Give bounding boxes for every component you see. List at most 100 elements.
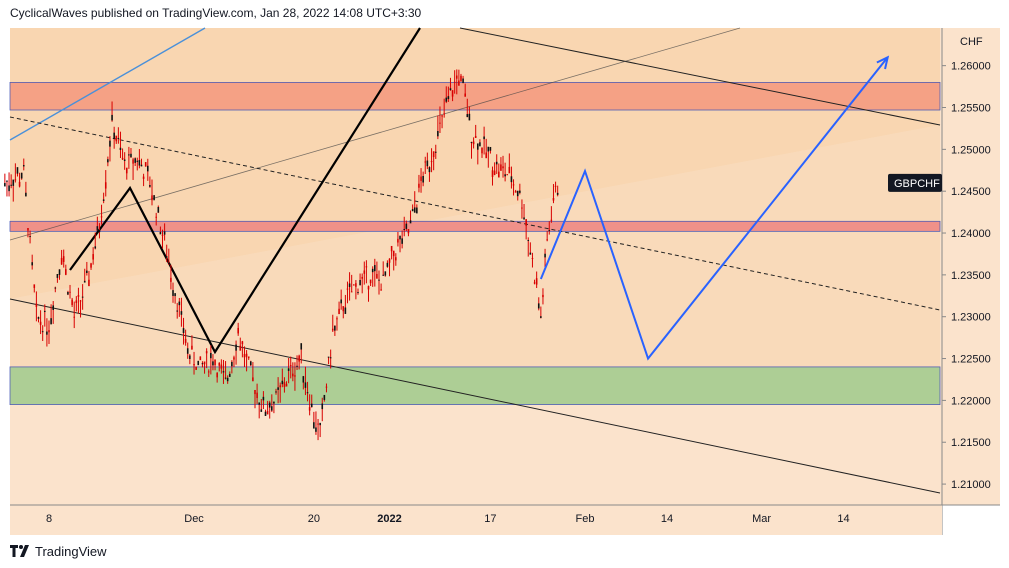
y-tick-label: 1.23000	[951, 312, 991, 324]
candle-body	[542, 294, 544, 298]
candle-body	[384, 271, 387, 276]
candle-body	[226, 377, 229, 382]
symbol-label-bg	[888, 173, 942, 192]
candle-body	[550, 219, 553, 221]
lower-channel-fill	[10, 125, 940, 404]
candle-body	[428, 167, 431, 173]
candle-body	[96, 226, 99, 231]
candle-body	[416, 207, 418, 214]
dashed-midline	[9, 116, 941, 311]
candle-body	[71, 299, 73, 305]
candle-body	[315, 427, 317, 432]
candle-body	[540, 316, 542, 318]
candle-body	[102, 199, 105, 201]
candle-body	[306, 392, 309, 394]
candle-body	[317, 423, 319, 425]
candle-body	[285, 383, 288, 387]
candle-body	[142, 176, 145, 179]
candle-body	[266, 410, 269, 415]
candle-body	[474, 135, 477, 139]
candle-body	[521, 207, 523, 209]
candle-body	[460, 75, 462, 82]
candle-body	[199, 356, 202, 361]
candle-body	[231, 361, 233, 367]
candle-body	[495, 161, 498, 165]
candle-body	[12, 179, 15, 186]
candle-body	[107, 159, 109, 163]
candle-body	[212, 361, 214, 366]
candle-body	[90, 263, 92, 268]
candle-body	[277, 387, 279, 390]
blue-trend-line	[9, 27, 206, 141]
chart-background	[9, 28, 942, 505]
candle-body	[350, 291, 353, 293]
price-axis[interactable]: CHF 1.26000 1.25500 1.25000 1.24500 1.24000 1.…	[888, 28, 1000, 535]
candle-body	[422, 175, 424, 183]
candle-body	[146, 165, 149, 172]
price-axis-bg	[942, 28, 1000, 505]
x-tick-label: Dec	[184, 513, 204, 525]
candle-body	[340, 299, 342, 304]
time-axis[interactable]: 8 Dec 20 2022 17 Feb 14 Mar 14	[10, 504, 1000, 535]
x-tick-label: 8	[46, 513, 52, 525]
candle-body	[216, 372, 218, 378]
y-tick-label: 1.25500	[951, 103, 991, 115]
candle-body	[121, 157, 124, 160]
candle-body	[271, 406, 273, 411]
candle-body	[62, 256, 65, 262]
candle-body	[201, 363, 204, 365]
candle-body	[516, 190, 519, 197]
candle-body	[94, 246, 97, 249]
candle-body	[470, 142, 473, 144]
candle-body	[43, 310, 46, 313]
candle-body	[510, 176, 513, 183]
candle-body	[128, 154, 130, 156]
candle-body	[325, 386, 328, 388]
candle-body	[165, 256, 168, 258]
candle-body	[54, 287, 57, 289]
candle-body	[506, 174, 509, 176]
candle-body	[500, 164, 502, 171]
candle-body	[395, 257, 397, 261]
candle-body	[10, 184, 12, 186]
price-chart[interactable]: CHF 1.26000 1.25500 1.25000 1.24500 1.24000 1.…	[0, 0, 1009, 540]
candle-body	[186, 348, 189, 354]
candle-body	[552, 197, 555, 201]
candle-body	[352, 284, 355, 286]
tradingview-footer[interactable]: TradingView	[10, 541, 107, 561]
trend-drawings	[9, 27, 941, 494]
candle-body	[180, 311, 183, 315]
candle-body	[289, 365, 292, 367]
candle-body	[8, 185, 10, 192]
candle-body	[281, 380, 284, 385]
candle-body	[359, 280, 361, 286]
candle-body	[296, 365, 298, 367]
candle-body	[483, 136, 485, 140]
candle-body	[523, 217, 525, 220]
candle-body	[479, 142, 481, 147]
candle-body	[189, 355, 191, 359]
candle-body	[75, 300, 78, 304]
candle-body	[210, 352, 212, 359]
candle-body	[14, 179, 17, 181]
candle-body	[193, 363, 195, 366]
candle-body	[458, 80, 460, 86]
zone-support	[9, 366, 941, 405]
candle-body	[535, 278, 538, 285]
candle-body	[247, 356, 250, 359]
candle-body	[300, 343, 303, 350]
x-tick-label: Feb	[576, 513, 595, 525]
zone-resistance	[9, 81, 941, 111]
candle-body	[292, 373, 294, 377]
candle-body	[380, 289, 382, 291]
candle-body	[365, 266, 368, 268]
candle-body	[344, 307, 347, 314]
candle-body	[224, 377, 227, 379]
candle-body	[33, 284, 36, 288]
candle-body	[254, 389, 256, 395]
candle-body	[464, 93, 466, 97]
candle-body	[363, 270, 366, 274]
candle-body	[58, 269, 61, 275]
candle-body	[117, 137, 120, 140]
candle-body	[176, 310, 179, 312]
